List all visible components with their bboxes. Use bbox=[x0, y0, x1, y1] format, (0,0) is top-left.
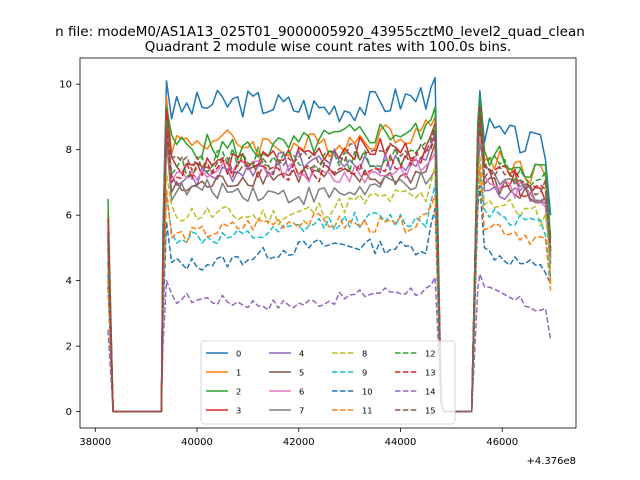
legend-label-15: 15 bbox=[425, 406, 436, 416]
x-tick-label: 46000 bbox=[486, 437, 518, 448]
y-tick-label: 6 bbox=[66, 211, 72, 222]
x-axis-offset-label: +4.376e8 bbox=[526, 456, 576, 467]
x-tick-label: 44000 bbox=[385, 437, 417, 448]
legend-label-8: 8 bbox=[362, 349, 367, 359]
legend-label-12: 12 bbox=[425, 349, 436, 359]
legend-label-0: 0 bbox=[236, 349, 241, 359]
legend-label-14: 14 bbox=[425, 387, 436, 397]
y-tick-label: 10 bbox=[59, 80, 72, 91]
series-line-4 bbox=[107, 116, 552, 413]
y-tick-label: 2 bbox=[66, 342, 72, 353]
legend-label-13: 13 bbox=[425, 368, 436, 378]
y-axis: 0 2 4 6 8 10 bbox=[59, 80, 80, 418]
legend-label-10: 10 bbox=[362, 387, 373, 397]
plot-frame bbox=[79, 57, 577, 429]
legend-label-2: 2 bbox=[236, 387, 241, 397]
series-line-11 bbox=[107, 165, 552, 413]
figure-suptitle: n file: modeM0/AS1A13_025T01_9000005920_… bbox=[55, 24, 585, 40]
legend-label-9: 9 bbox=[362, 368, 367, 378]
x-tick-label: 42000 bbox=[283, 437, 315, 448]
legend-frame bbox=[200, 340, 456, 425]
y-tick-label: 0 bbox=[66, 407, 72, 418]
x-tick-label: 38000 bbox=[79, 437, 111, 448]
x-tick-label: 40000 bbox=[181, 437, 213, 448]
series-line-6 bbox=[107, 126, 552, 413]
series-line-13 bbox=[107, 112, 552, 413]
series-line-0 bbox=[107, 76, 552, 413]
series-layer bbox=[107, 76, 552, 413]
y-tick-label: 8 bbox=[66, 145, 72, 156]
chart-title: Quadrant 2 module wise count rates with … bbox=[145, 39, 511, 55]
y-tick-label: 4 bbox=[66, 276, 72, 287]
series-line-9 bbox=[107, 171, 552, 413]
legend-label-1: 1 bbox=[236, 368, 241, 378]
legend-label-11: 11 bbox=[362, 406, 373, 416]
x-axis: 38000 40000 42000 44000 46000 bbox=[79, 428, 518, 448]
series-line-2 bbox=[107, 96, 552, 413]
series-line-12 bbox=[107, 109, 552, 413]
series-line-15 bbox=[107, 116, 552, 413]
legend-label-6: 6 bbox=[299, 387, 304, 397]
legend-label-3: 3 bbox=[236, 406, 241, 416]
series-line-8 bbox=[107, 155, 552, 413]
series-line-14 bbox=[107, 273, 552, 413]
series-line-10 bbox=[107, 184, 552, 413]
legend-label-5: 5 bbox=[299, 368, 304, 378]
legend-label-4: 4 bbox=[299, 349, 304, 359]
legend-label-7: 7 bbox=[299, 406, 304, 416]
